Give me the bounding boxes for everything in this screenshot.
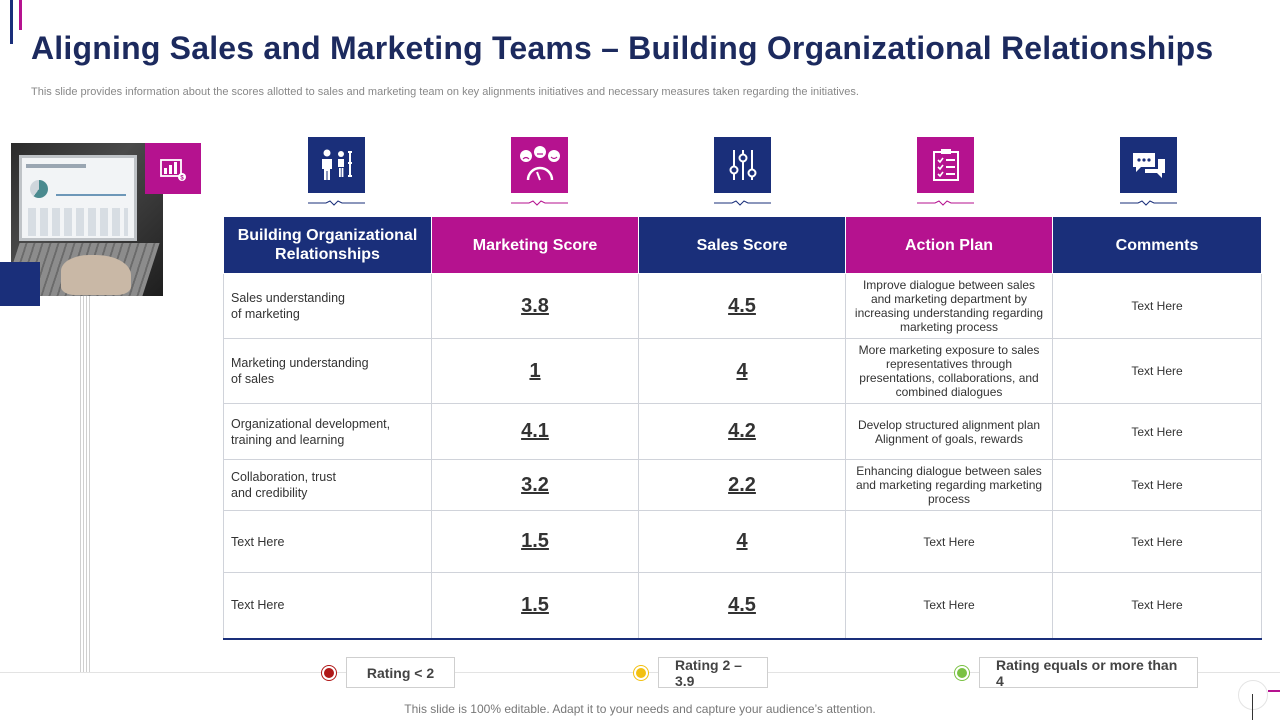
relationship-score-table: Building Organizational Relationships Ma…: [223, 216, 1262, 640]
laptop-photo: [11, 143, 163, 296]
action-plan: Text Here: [845, 510, 1053, 573]
page-subtitle: This slide provides information about th…: [31, 86, 859, 98]
emotion-meter-icon: [511, 137, 568, 193]
header-sales-score: Sales Score: [638, 216, 846, 274]
row-label: Organizational development, training and…: [223, 403, 432, 460]
row-label: Marketing understanding of sales: [223, 338, 432, 404]
sales-score: 4.2: [638, 403, 846, 460]
accent-bar: [19, 0, 22, 30]
chat-bubbles-icon: [1120, 137, 1177, 193]
comment: Text Here: [1052, 459, 1262, 511]
comment: Text Here: [1052, 338, 1262, 404]
marketing-score: 3.2: [431, 459, 639, 511]
legend-mid-label: Rating 2 – 3.9: [658, 657, 768, 689]
header-comments: Comments: [1052, 216, 1262, 274]
table-row: Text Here 1.5 4 Text Here Text Here: [223, 510, 1262, 573]
header-action-plan: Action Plan: [845, 216, 1053, 274]
green-dot-icon: [955, 665, 969, 680]
row-label: Sales understanding of marketing: [223, 273, 432, 339]
svg-text:$: $: [180, 175, 184, 181]
sales-score: 4.5: [638, 572, 846, 640]
marketing-score: 4.1: [431, 403, 639, 460]
sales-score: 4.5: [638, 273, 846, 339]
table-row: Marketing understanding of sales 1 4 Mor…: [223, 338, 1262, 404]
action-plan: More marketing exposure to sales represe…: [845, 338, 1053, 404]
footer-note: This slide is 100% editable. Adapt it to…: [404, 702, 876, 716]
icon-divider: [917, 200, 974, 206]
checklist-icon: [917, 137, 974, 193]
table-row: Organizational development, training and…: [223, 403, 1262, 460]
marketing-score: 3.8: [431, 273, 639, 339]
page-title: Aligning Sales and Marketing Teams – Bui…: [31, 30, 1214, 66]
corner-decor: [1252, 694, 1253, 720]
marketing-score: 1.5: [431, 572, 639, 640]
comment: Text Here: [1052, 273, 1262, 339]
comment: Text Here: [1052, 510, 1262, 573]
sales-score: 2.2: [638, 459, 846, 511]
red-dot-icon: [322, 665, 336, 680]
row-label: Text Here: [223, 572, 432, 640]
legend-low: Rating < 2: [322, 657, 455, 688]
header-marketing-score: Marketing Score: [431, 216, 639, 274]
action-plan: Enhancing dialogue between sales and mar…: [845, 459, 1053, 511]
icon-divider: [714, 200, 771, 206]
legend-mid: Rating 2 – 3.9: [634, 657, 768, 689]
row-label: Text Here: [223, 510, 432, 573]
legend-low-label: Rating < 2: [346, 657, 455, 688]
legend-high: Rating equals or more than 4: [955, 657, 1198, 689]
people-org-icon: [308, 137, 365, 193]
marketing-score: 1.5: [431, 510, 639, 573]
corner-decor: [1268, 690, 1280, 692]
table-row: Sales understanding of marketing 3.8 4.5…: [223, 273, 1262, 339]
icon-divider: [1120, 200, 1177, 206]
legend-high-label: Rating equals or more than 4: [979, 657, 1198, 689]
comment: Text Here: [1052, 403, 1262, 460]
decor-square: [0, 262, 40, 306]
table-header-row: Building Organizational Relationships Ma…: [223, 216, 1262, 274]
comment: Text Here: [1052, 572, 1262, 640]
analytics-badge-icon: $: [145, 143, 201, 194]
corner-decor: [1238, 680, 1268, 710]
sales-score: 4: [638, 338, 846, 404]
marketing-score: 1: [431, 338, 639, 404]
table-row: Collaboration, trust and credibility 3.2…: [223, 459, 1262, 511]
table-row: Text Here 1.5 4.5 Text Here Text Here: [223, 572, 1262, 640]
icon-divider: [308, 200, 365, 206]
icon-divider: [511, 200, 568, 206]
header-relationships: Building Organizational Relationships: [223, 216, 432, 274]
action-plan: Develop structured alignment plan Alignm…: [845, 403, 1053, 460]
accent-bar: [10, 0, 13, 44]
yellow-dot-icon: [634, 665, 648, 680]
decor-lines: [80, 296, 90, 672]
action-plan: Text Here: [845, 572, 1053, 640]
sliders-icon: [714, 137, 771, 193]
action-plan: Improve dialogue between sales and marke…: [845, 273, 1053, 339]
sales-score: 4: [638, 510, 846, 573]
row-label: Collaboration, trust and credibility: [223, 459, 432, 511]
